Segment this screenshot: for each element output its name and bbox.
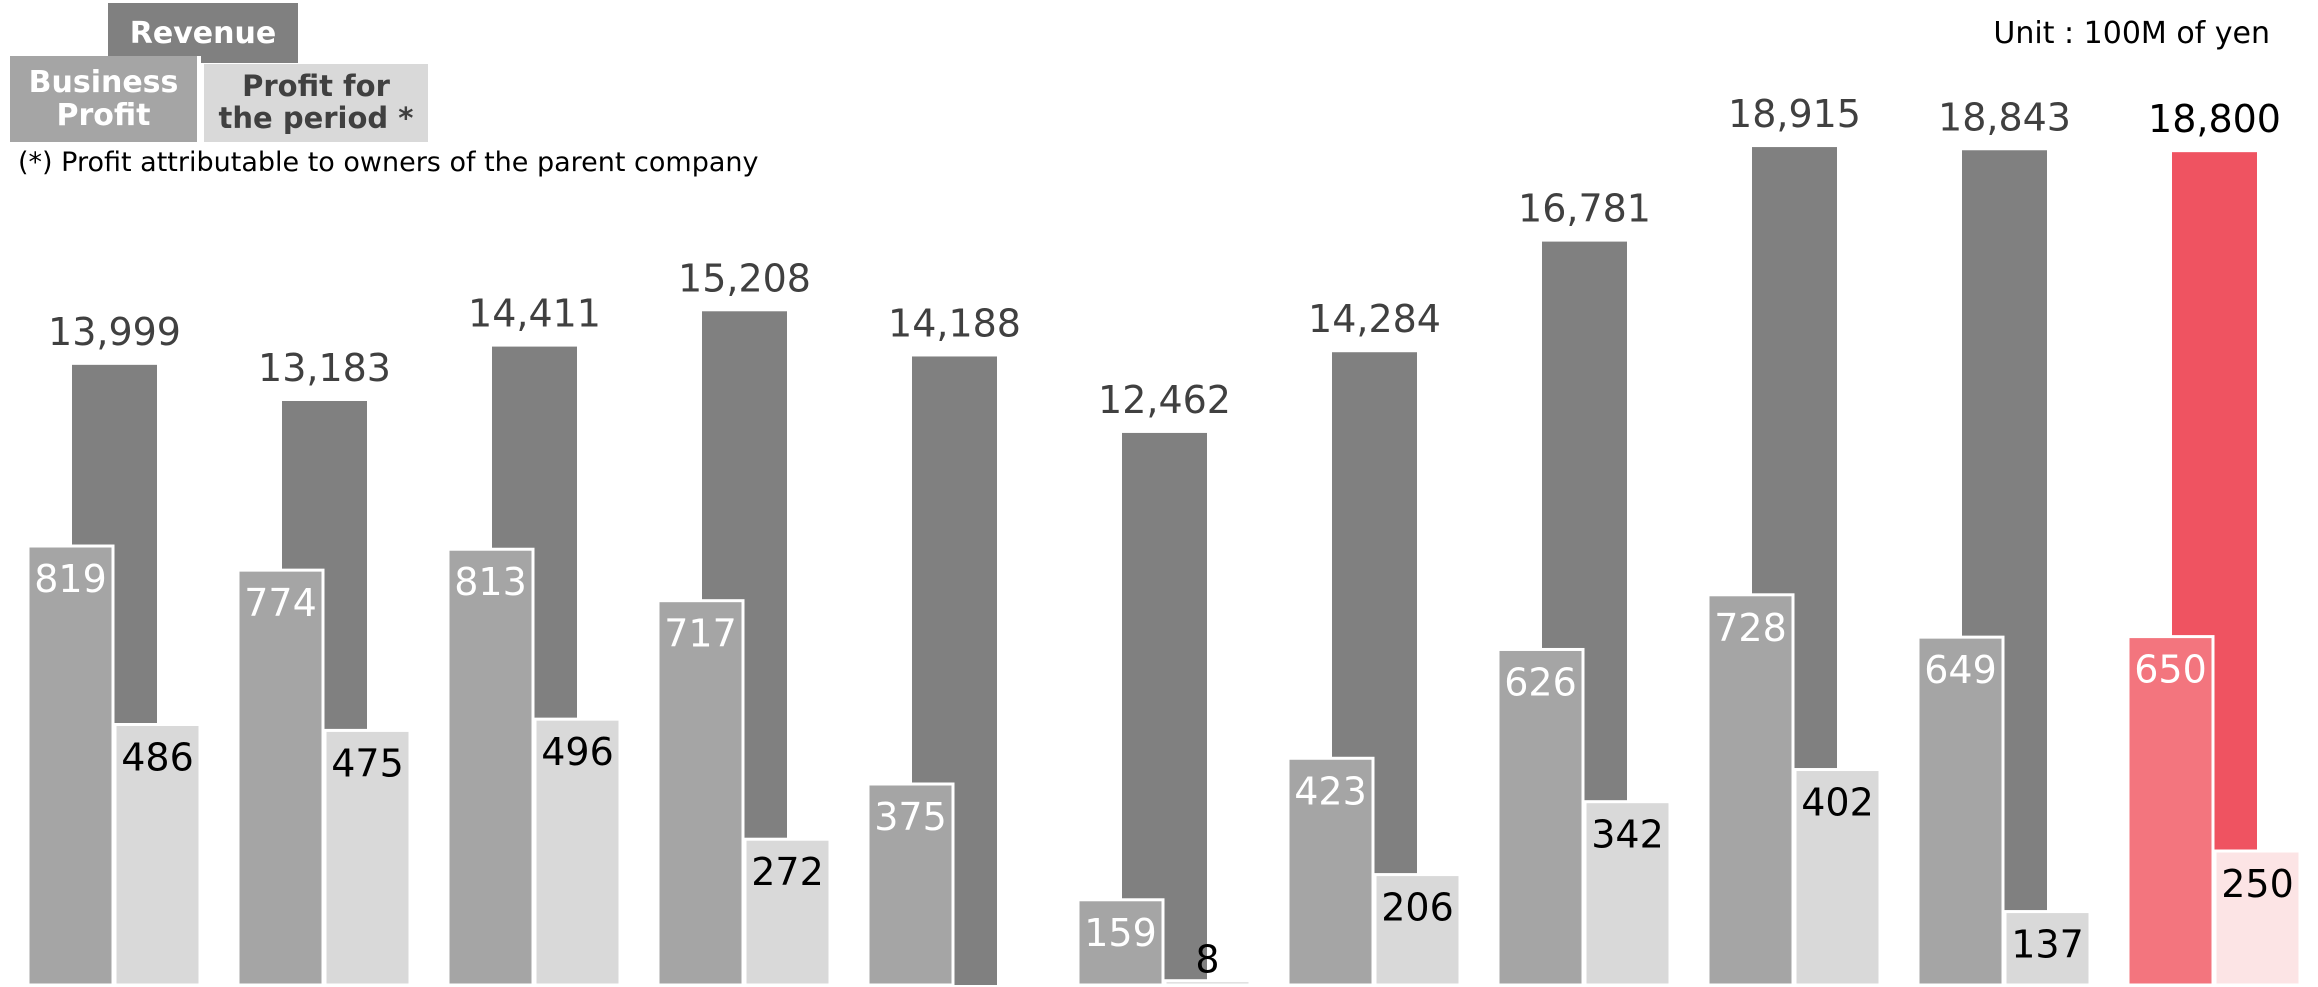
business-profit-bar	[236, 568, 325, 987]
business-profit-value-label: 819	[34, 557, 107, 601]
profit-for-period-bar	[323, 728, 412, 987]
business-profit-value-label: 774	[244, 581, 317, 625]
legend-business-profit: Business Profit	[10, 56, 201, 142]
profit-for-period-value-label: 250	[2221, 862, 2294, 906]
profit-for-period-value-label: 137	[2011, 923, 2084, 967]
business-profit-bar	[866, 782, 955, 987]
business-profit-bar	[446, 547, 535, 987]
profit-for-period-bar	[533, 717, 622, 987]
revenue-value-label: 18,843	[1938, 95, 2071, 139]
business-profit-value-label: 626	[1504, 660, 1577, 704]
revenue-value-label: 18,915	[1728, 92, 1861, 136]
profit-for-period-bar	[1163, 979, 1252, 987]
profit-for-period-value-label: 486	[121, 736, 194, 780]
business-profit-value-label: 375	[874, 795, 947, 839]
revenue-value-label: 15,208	[678, 256, 811, 300]
legend-revenue: Revenue	[108, 3, 298, 63]
unit-label: Unit : 100M of yen	[1993, 16, 2270, 51]
business-profit-bar	[26, 544, 115, 987]
profit-for-period-bar	[2003, 910, 2092, 987]
business-profit-value-label: 650	[2134, 648, 2207, 692]
legend-revenue-label: Revenue	[129, 15, 277, 51]
profit-for-period-bar	[1583, 800, 1672, 987]
profit-for-period-bar	[1793, 768, 1882, 987]
footnote: (*) Profit attributable to owners of the…	[18, 147, 759, 178]
revenue-value-label: 12,462	[1098, 378, 1231, 422]
revenue-value-label: 16,781	[1518, 187, 1651, 231]
business-profit-bar	[1076, 898, 1165, 987]
profit-for-period-bar	[2213, 849, 2302, 987]
business-profit-value-label: 649	[1924, 648, 1997, 692]
revenue-value-label: 14,188	[888, 301, 1021, 345]
business-profit-bar	[1916, 635, 2005, 987]
business-profit-bar	[2126, 635, 2215, 987]
profit-for-period-value-label: 402	[1801, 781, 1874, 825]
revenue-bar	[1122, 432, 1207, 985]
legend-business-profit-label: Business Profit	[28, 65, 179, 133]
revenue-value-label: 18,800	[2148, 97, 2281, 141]
business-profit-value-label: 728	[1714, 606, 1787, 650]
profit-for-period-value-label: 206	[1381, 886, 1454, 930]
legend-profit-for-period: Profit for the period *	[204, 64, 428, 142]
profit-for-period-value-label: 496	[541, 730, 614, 774]
profit-for-period-value-label: 342	[1591, 813, 1664, 857]
legend-profit-for-period-label: Profit for the period *	[218, 69, 414, 135]
revenue-value-label: 14,284	[1308, 297, 1441, 341]
business-profit-bar	[656, 599, 745, 987]
profit-for-period-value-label: 8	[1195, 938, 1219, 982]
revenue-value-label: 13,183	[258, 346, 391, 390]
business-profit-value-label: 159	[1084, 911, 1157, 955]
profit-for-period-bar	[743, 837, 832, 987]
business-profit-bar	[1706, 593, 1795, 987]
revenue-value-label: 13,999	[48, 310, 181, 354]
profit-for-period-bar	[113, 723, 202, 987]
revenue-value-label: 14,411	[468, 292, 601, 336]
business-profit-value-label: 423	[1294, 769, 1367, 813]
profit-for-period-value-label: 272	[751, 850, 824, 894]
business-profit-bar	[1286, 756, 1375, 987]
business-profit-bar	[1496, 647, 1585, 987]
business-profit-value-label: 717	[664, 612, 737, 656]
business-profit-value-label: 813	[454, 560, 527, 604]
profit-for-period-value-label: 475	[331, 741, 404, 785]
profit-for-period-bar	[1373, 873, 1462, 987]
